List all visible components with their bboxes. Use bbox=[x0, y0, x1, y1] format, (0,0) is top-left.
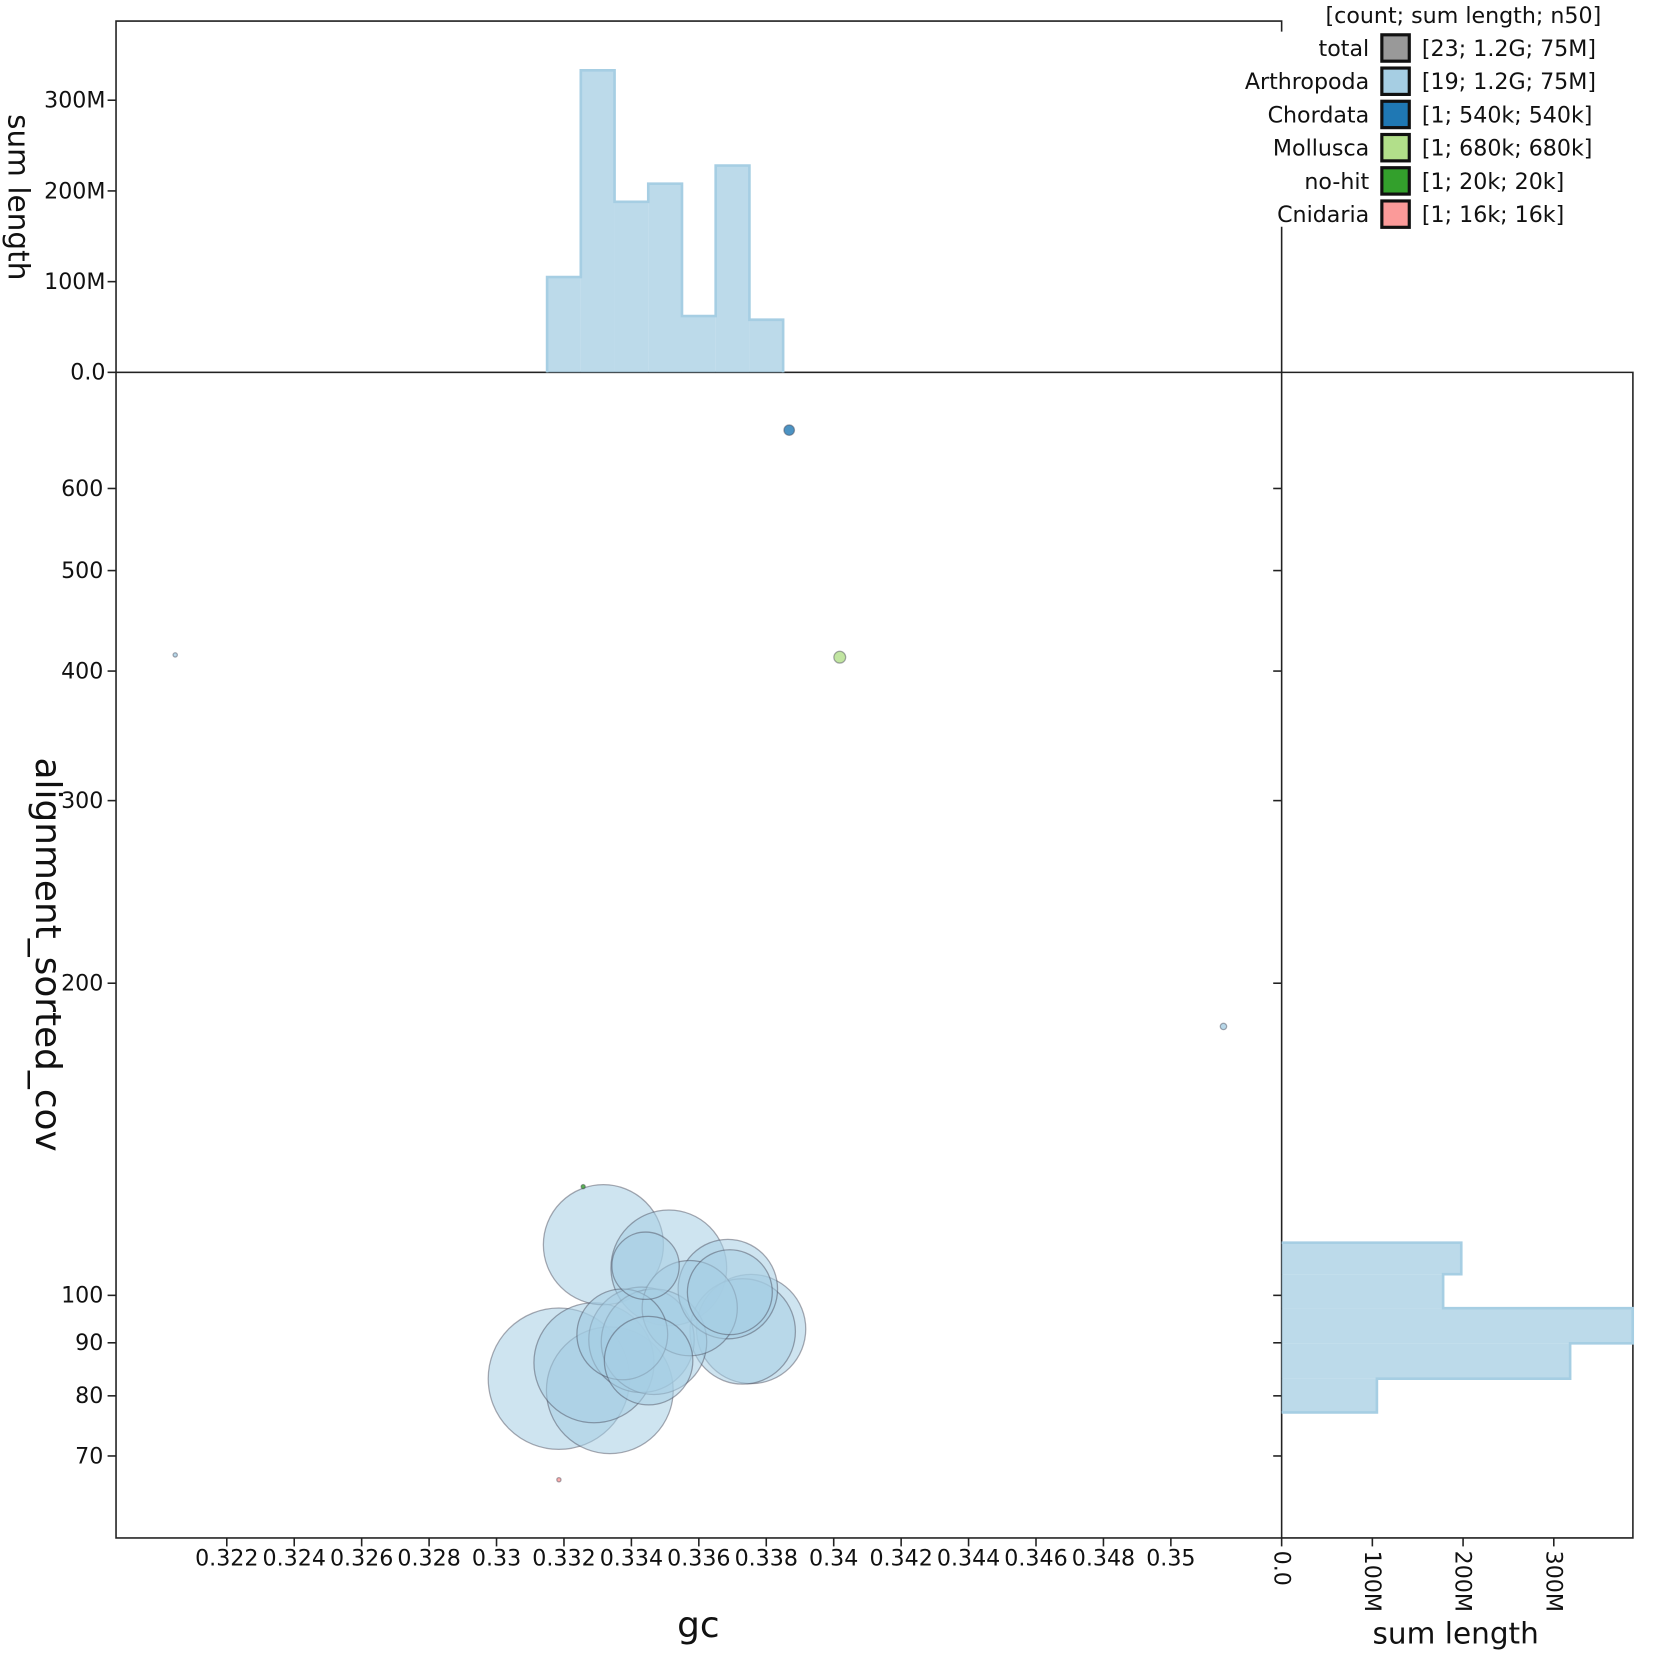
legend-stats: [23; 1.2G; 75M] bbox=[1422, 36, 1596, 62]
point-arthropoda bbox=[172, 652, 178, 658]
top-hist-tick-label: 100M bbox=[44, 269, 105, 295]
legend-stats: [1; 16k; 16k] bbox=[1422, 202, 1564, 228]
x-tick-label: 0.35 bbox=[1146, 1545, 1195, 1571]
legend-swatch bbox=[1380, 132, 1411, 163]
scatter-points bbox=[172, 424, 1228, 1483]
point-arthropoda bbox=[686, 1249, 773, 1336]
right-hist-tick-label: 200M bbox=[1450, 1551, 1476, 1612]
legend-label: Cnidaria bbox=[1277, 202, 1369, 228]
y-tick-label: 90 bbox=[75, 1330, 103, 1356]
right-hist-x-label: sum length bbox=[1373, 1616, 1539, 1650]
top-hist-y-label: sum length bbox=[1, 114, 35, 280]
legend-swatch bbox=[1380, 199, 1411, 229]
x-tick-label: 0.348 bbox=[1072, 1545, 1135, 1571]
point-chordata bbox=[783, 424, 796, 437]
legend-label: no-hit bbox=[1304, 169, 1369, 195]
right-hist-tick-label: 0.0 bbox=[1268, 1551, 1294, 1586]
gc-hist-bar bbox=[580, 70, 615, 373]
x-tick-label: 0.334 bbox=[600, 1545, 663, 1571]
cov-hist-bar bbox=[1281, 1308, 1633, 1344]
y-tick-label: 80 bbox=[75, 1383, 103, 1409]
x-tick-label: 0.324 bbox=[263, 1545, 326, 1571]
x-tick-label: 0.326 bbox=[330, 1545, 393, 1571]
legend-swatch bbox=[1380, 166, 1411, 196]
top-hist-tick-label: 300M bbox=[44, 88, 105, 114]
right-hist-frame bbox=[1281, 371, 1634, 1539]
y-tick-label: 200 bbox=[61, 971, 103, 997]
y-tick-label: 400 bbox=[61, 658, 103, 684]
x-tick-label: 0.328 bbox=[397, 1545, 460, 1571]
gc-hist-bar bbox=[614, 201, 649, 373]
x-tick-label: 0.344 bbox=[937, 1545, 1000, 1571]
gc-histogram bbox=[545, 68, 785, 373]
legend-label: Mollusca bbox=[1273, 136, 1369, 162]
cov-hist-bar bbox=[1281, 1242, 1462, 1275]
x-tick-label: 0.342 bbox=[869, 1545, 932, 1571]
gc-hist-bar bbox=[681, 316, 716, 373]
point-cnidaria bbox=[556, 1477, 562, 1483]
cov-hist-bar bbox=[1281, 1378, 1377, 1413]
axis-ticks: 0.322 0.324 0.326 0.328 0.33 0.332 0.334 0.336 0… bbox=[44, 88, 1566, 1612]
top-hist-tick-label: 0.0 bbox=[70, 360, 105, 386]
point-no-hit bbox=[580, 1183, 586, 1190]
x-tick-label: 0.336 bbox=[667, 1545, 730, 1571]
legend-stats: [1; 680k; 680k] bbox=[1422, 136, 1593, 162]
y-tick-label: 300 bbox=[61, 788, 103, 814]
x-tick-label: 0.33 bbox=[472, 1545, 521, 1571]
legend-stats: [19; 1.2G; 75M] bbox=[1422, 69, 1596, 95]
cov-hist-bar bbox=[1281, 1274, 1444, 1309]
y-axis-label: alignment_sorted_cov bbox=[27, 758, 68, 1152]
right-hist-tick-label: 100M bbox=[1359, 1551, 1385, 1612]
gc-hist-bar bbox=[648, 183, 682, 373]
y-tick-label: 100 bbox=[61, 1283, 103, 1309]
x-tick-label: 0.332 bbox=[532, 1545, 595, 1571]
gc-hist-bar bbox=[749, 319, 784, 373]
x-tick-label: 0.34 bbox=[809, 1545, 858, 1571]
legend: [count; sum length; n50] total [23; 1.2G;… bbox=[1245, 3, 1602, 229]
point-arthropoda bbox=[603, 1315, 694, 1406]
point-arthropoda bbox=[1219, 1022, 1228, 1031]
legend-label: Chordata bbox=[1268, 102, 1370, 128]
legend-title: [count; sum length; n50] bbox=[1326, 3, 1602, 29]
x-tick-label: 0.338 bbox=[735, 1545, 798, 1571]
gc-hist-outline bbox=[545, 68, 785, 373]
legend-stats: [1; 20k; 20k] bbox=[1422, 169, 1564, 195]
legend-swatch bbox=[1380, 99, 1411, 130]
top-hist-tick-label: 200M bbox=[44, 178, 105, 204]
legend-swatch bbox=[1380, 66, 1411, 96]
gc-hist-bar bbox=[715, 165, 750, 373]
legend-label: total bbox=[1319, 36, 1370, 62]
y-tick-label: 500 bbox=[61, 558, 103, 584]
x-tick-label: 0.322 bbox=[195, 1545, 258, 1571]
point-arthropoda bbox=[611, 1231, 680, 1301]
cov-histogram bbox=[1281, 1241, 1635, 1414]
legend-label: Arthropoda bbox=[1245, 69, 1369, 95]
x-axis-label: gc bbox=[677, 1605, 719, 1646]
top-hist-frame bbox=[115, 20, 1283, 373]
legend-stats: [1; 540k; 540k] bbox=[1422, 102, 1593, 128]
right-hist-tick-label: 300M bbox=[1540, 1551, 1566, 1612]
y-tick-label: 70 bbox=[75, 1443, 103, 1469]
cov-hist-outline bbox=[1281, 1241, 1635, 1414]
legend-swatch bbox=[1380, 33, 1411, 63]
cov-hist-bar bbox=[1281, 1343, 1571, 1379]
point-mollusca bbox=[833, 650, 847, 664]
gc-hist-bar bbox=[547, 277, 581, 373]
x-tick-label: 0.346 bbox=[1004, 1545, 1067, 1571]
y-tick-label: 600 bbox=[61, 476, 103, 502]
